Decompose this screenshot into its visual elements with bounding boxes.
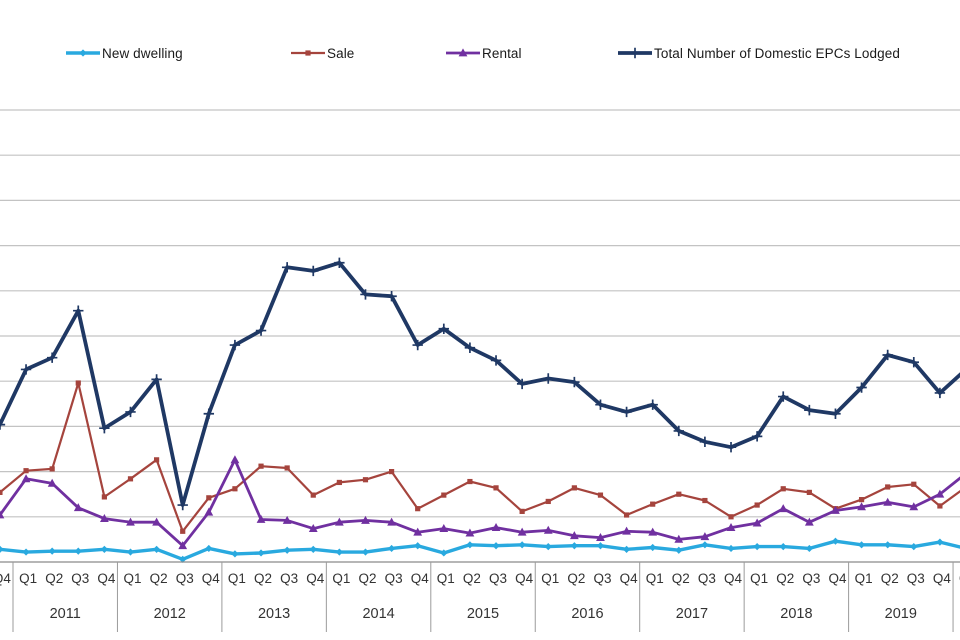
series-markers xyxy=(0,455,945,550)
svg-text:2017: 2017 xyxy=(676,606,708,622)
svg-text:Q3: Q3 xyxy=(698,571,716,586)
svg-text:Q2: Q2 xyxy=(776,571,794,586)
svg-text:Q1: Q1 xyxy=(959,571,960,586)
series-markers xyxy=(0,380,943,534)
svg-text:Q4: Q4 xyxy=(933,571,952,586)
x-axis xyxy=(0,561,960,632)
svg-text:Q2: Q2 xyxy=(358,571,376,586)
svg-text:Q2: Q2 xyxy=(254,571,272,586)
svg-text:2019: 2019 xyxy=(885,606,917,622)
series-sale xyxy=(0,380,960,534)
svg-text:Q4: Q4 xyxy=(202,571,221,586)
x-axis-quarter-labels: Q4 Q1 Q2 Q3 Q4 Q1 Q2 Q3 Q4 Q1 Q2 Q3 Q4 Q1 Q2 Q3 Q4 Q1 Q2 Q3… xyxy=(0,571,960,586)
svg-text:Q4: Q4 xyxy=(411,571,430,586)
svg-text:Q1: Q1 xyxy=(19,571,37,586)
svg-text:Q4: Q4 xyxy=(828,571,847,586)
legend-label: Rental xyxy=(482,45,522,61)
svg-text:Q2: Q2 xyxy=(672,571,690,586)
rental-line-marker-icon xyxy=(446,48,480,57)
legend-item-total-epcs: Total Number of Domestic EPCs Lodged xyxy=(618,44,900,62)
svg-text:2015: 2015 xyxy=(467,606,499,622)
svg-text:Q4: Q4 xyxy=(515,571,534,586)
svg-text:Q3: Q3 xyxy=(71,571,89,586)
svg-text:Q2: Q2 xyxy=(45,571,63,586)
svg-text:Q1: Q1 xyxy=(228,571,246,586)
legend-label: Sale xyxy=(327,45,355,61)
svg-text:Q1: Q1 xyxy=(123,571,141,586)
svg-text:Q2: Q2 xyxy=(567,571,585,586)
svg-text:2018: 2018 xyxy=(780,606,812,622)
sale-line-marker-icon xyxy=(291,50,325,56)
svg-text:Q1: Q1 xyxy=(332,571,350,586)
svg-text:Q3: Q3 xyxy=(489,571,507,586)
svg-text:Q3: Q3 xyxy=(802,571,820,586)
svg-text:Q2: Q2 xyxy=(463,571,481,586)
legend-item-sale: Sale xyxy=(291,44,354,62)
svg-text:2014: 2014 xyxy=(362,606,394,622)
legend: New dwelling Sale Rental Total Number of… xyxy=(0,44,960,62)
svg-text:Q4: Q4 xyxy=(0,571,11,586)
series-total-number-of-domestic-epcs-lodged xyxy=(0,257,960,511)
svg-text:Q3: Q3 xyxy=(176,571,194,586)
svg-text:Q3: Q3 xyxy=(593,571,611,586)
svg-text:Q1: Q1 xyxy=(437,571,455,586)
series-new-dwelling xyxy=(0,537,960,563)
svg-text:Q1: Q1 xyxy=(541,571,559,586)
svg-text:Q2: Q2 xyxy=(150,571,168,586)
new-dwelling-line-marker-icon xyxy=(66,49,100,57)
legend-label: New dwelling xyxy=(102,45,183,61)
svg-text:Q4: Q4 xyxy=(97,571,116,586)
series-markers xyxy=(0,257,946,511)
svg-text:2013: 2013 xyxy=(258,606,290,622)
svg-text:Q3: Q3 xyxy=(385,571,403,586)
svg-text:2012: 2012 xyxy=(154,606,186,622)
legend-label: Total Number of Domestic EPCs Lodged xyxy=(654,45,900,61)
svg-text:Q3: Q3 xyxy=(280,571,298,586)
svg-text:Q4: Q4 xyxy=(620,571,639,586)
svg-text:Q4: Q4 xyxy=(306,571,325,586)
legend-item-rental: Rental xyxy=(446,44,522,62)
svg-text:Q3: Q3 xyxy=(907,571,925,586)
svg-text:Q1: Q1 xyxy=(750,571,768,586)
svg-text:Q4: Q4 xyxy=(724,571,743,586)
svg-text:2011: 2011 xyxy=(50,606,81,622)
legend-item-new-dwelling: New dwelling xyxy=(66,44,183,62)
series-markers xyxy=(0,537,944,563)
svg-text:Q1: Q1 xyxy=(646,571,664,586)
x-axis-year-labels: 2011 2012 2013 2014 2015 2016 2017 2018 2019 xyxy=(50,606,917,622)
total-epcs-line-marker-icon xyxy=(618,47,652,59)
series-rental xyxy=(0,455,960,550)
svg-text:Q2: Q2 xyxy=(881,571,899,586)
gridlines xyxy=(0,109,960,518)
svg-text:Q1: Q1 xyxy=(855,571,873,586)
svg-text:2016: 2016 xyxy=(571,606,603,622)
